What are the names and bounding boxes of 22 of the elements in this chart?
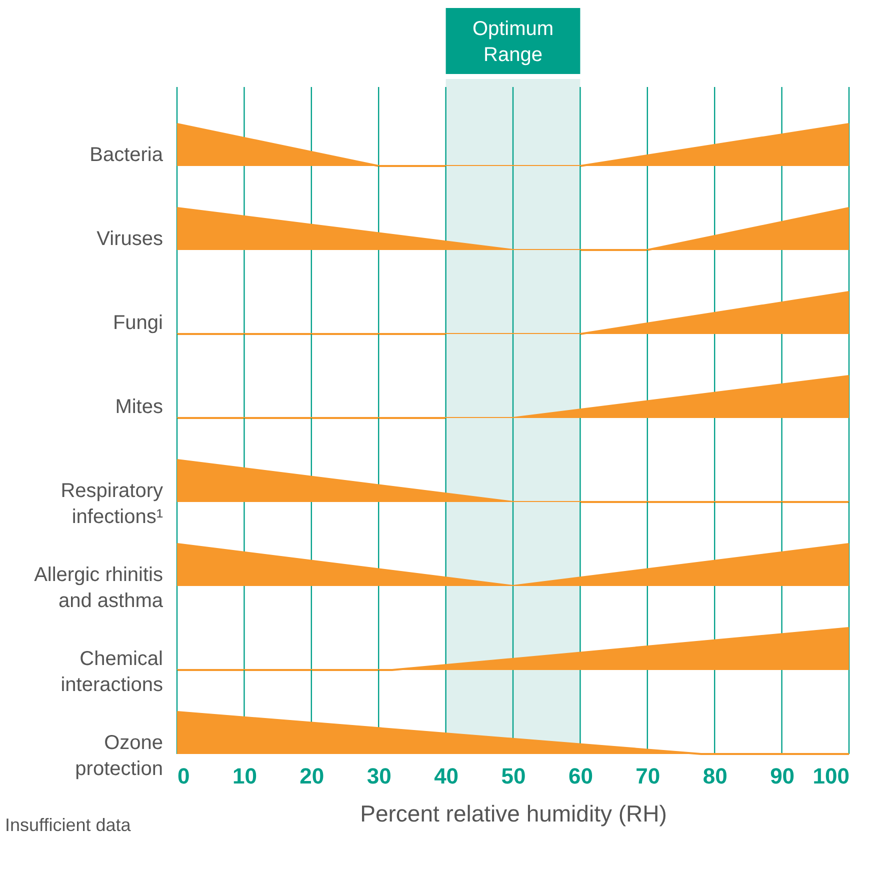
y-axis-title: Ozone protection [75,732,163,780]
x-axis-title: Percent relative humidity (RH) [360,800,667,826]
x-tick-label: 20 [300,764,324,788]
x-tick-label: 50 [501,764,526,788]
x-tick-label: 30 [366,764,392,788]
y-axis-title: Respiratory infections¹ [60,480,164,528]
y-axis-title: Fungi [112,312,163,334]
band-label: Optimum Range [472,18,554,66]
y-axis-title: Allergic rhinitis and asthma [34,564,164,612]
x-tick-label: 60 [568,764,593,788]
y-axis-title: Mites [115,396,163,418]
x-tick-label: 10 [232,764,257,788]
y-axis-title: Viruses [96,228,163,250]
x-tick-label: 100 [812,764,850,788]
y-axis-title: Bacteria [90,144,164,166]
x-tick-label: 90 [770,764,795,788]
text: Insufficient data [5,815,132,835]
y-axis-title: Chemical interactions [60,648,163,696]
x-tick-label: 40 [434,764,459,788]
x-tick-label: 70 [636,764,660,788]
x-tick-label: 80 [702,764,728,788]
x-tick-label: 0 [178,764,190,788]
